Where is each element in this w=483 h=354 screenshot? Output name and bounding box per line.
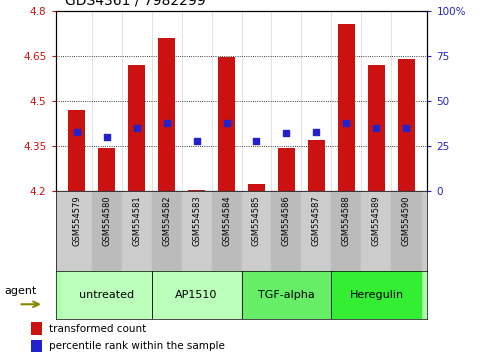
Bar	[188, 190, 205, 191]
Text: untreated: untreated	[79, 290, 134, 300]
Point	[223, 120, 230, 125]
Text: GSM554584: GSM554584	[222, 195, 231, 246]
Bar	[368, 65, 385, 191]
Bar	[61, 271, 152, 319]
Bar	[98, 148, 115, 191]
Point	[193, 138, 200, 143]
Bar	[158, 38, 175, 191]
Bar	[152, 271, 242, 319]
Text: AP1510: AP1510	[175, 290, 218, 300]
Text: TGF-alpha: TGF-alpha	[258, 290, 315, 300]
Text: GSM554590: GSM554590	[402, 195, 411, 246]
Point	[163, 120, 170, 125]
Point	[103, 134, 111, 140]
Bar	[152, 191, 182, 271]
Bar	[331, 191, 361, 271]
Bar	[391, 191, 422, 271]
Bar	[31, 322, 42, 335]
Point	[342, 120, 350, 125]
Bar	[122, 191, 152, 271]
Bar	[92, 191, 122, 271]
Point	[72, 129, 80, 135]
Bar	[128, 65, 145, 191]
Bar	[361, 191, 391, 271]
Point	[283, 131, 290, 136]
Bar	[301, 191, 331, 271]
Text: agent: agent	[5, 286, 37, 296]
Bar	[61, 191, 92, 271]
Point	[313, 129, 320, 135]
Point	[133, 125, 141, 131]
Bar	[278, 148, 295, 191]
Text: GDS4361 / 7982299: GDS4361 / 7982299	[65, 0, 206, 7]
Text: GSM554579: GSM554579	[72, 195, 81, 246]
Point	[372, 125, 380, 131]
Text: GSM554585: GSM554585	[252, 195, 261, 246]
Bar	[218, 57, 235, 191]
Bar	[182, 191, 212, 271]
Text: GSM554586: GSM554586	[282, 195, 291, 246]
Bar	[212, 191, 242, 271]
Bar	[308, 140, 325, 191]
Text: GSM554588: GSM554588	[342, 195, 351, 246]
Bar	[271, 191, 301, 271]
Bar	[68, 110, 85, 191]
Text: GSM554587: GSM554587	[312, 195, 321, 246]
Bar	[398, 59, 415, 191]
Text: GSM554583: GSM554583	[192, 195, 201, 246]
Text: GSM554581: GSM554581	[132, 195, 141, 246]
Point	[253, 138, 260, 143]
Text: percentile rank within the sample: percentile rank within the sample	[49, 341, 225, 351]
Text: GSM554582: GSM554582	[162, 195, 171, 246]
Text: GSM554589: GSM554589	[372, 195, 381, 246]
Bar	[338, 24, 355, 191]
Bar	[331, 271, 422, 319]
Text: transformed count: transformed count	[49, 324, 146, 333]
Point	[403, 125, 411, 131]
Bar	[31, 340, 42, 352]
Bar	[248, 184, 265, 191]
Bar	[242, 191, 271, 271]
Text: GSM554580: GSM554580	[102, 195, 111, 246]
Bar	[242, 271, 331, 319]
Text: Heregulin: Heregulin	[349, 290, 403, 300]
